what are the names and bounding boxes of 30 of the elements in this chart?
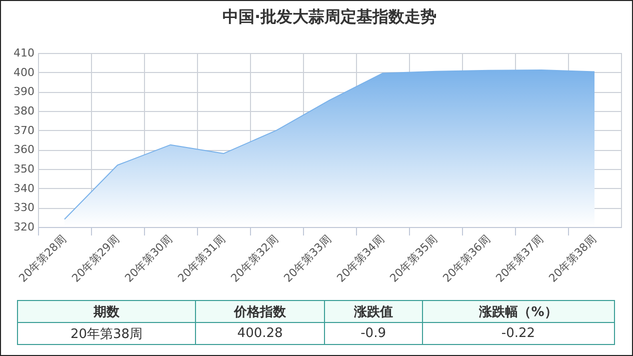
x-tick-label: 20年第31周: [175, 232, 228, 285]
y-tick-label: 390: [14, 85, 34, 98]
x-tick-label: 20年第38周: [546, 232, 599, 285]
y-tick-label: 340: [14, 182, 34, 195]
x-tick-label: 20年第33周: [281, 232, 334, 285]
x-tick-label: 20年第34周: [334, 232, 387, 285]
chart-title: 中国·批发大蒜周定基指数走势: [222, 7, 437, 26]
y-tick-label: 360: [14, 143, 34, 156]
x-tick-label: 20年第36周: [440, 232, 493, 285]
text: -0.9: [324, 322, 422, 344]
y-tick-label: 320: [14, 220, 34, 234]
text: 20年第38周: [18, 322, 196, 344]
text: 期数: [18, 300, 196, 322]
text: 价格指数: [196, 300, 325, 322]
x-tick-label: 20年第35周: [387, 232, 440, 285]
text: 涨跌幅（%）: [422, 300, 614, 322]
y-tick-label: 380: [14, 104, 34, 118]
x-tick-label: 20年第37周: [493, 232, 546, 285]
y-tick-label: 400: [14, 66, 34, 79]
text: -0.22: [422, 322, 614, 344]
y-tick-label: 330: [14, 201, 34, 214]
y-tick-label: 370: [14, 124, 34, 137]
x-tick-label: 20年第30周: [122, 232, 175, 285]
x-tick-label: 20年第28周: [16, 232, 69, 285]
x-tick-label: 20年第32周: [228, 232, 281, 285]
y-tick-label: 350: [14, 162, 34, 176]
y-tick-label: 410: [14, 46, 34, 60]
text: 400.28: [196, 322, 325, 344]
x-tick-label: 20年第29周: [69, 232, 122, 285]
text: 涨跌值: [324, 300, 422, 322]
